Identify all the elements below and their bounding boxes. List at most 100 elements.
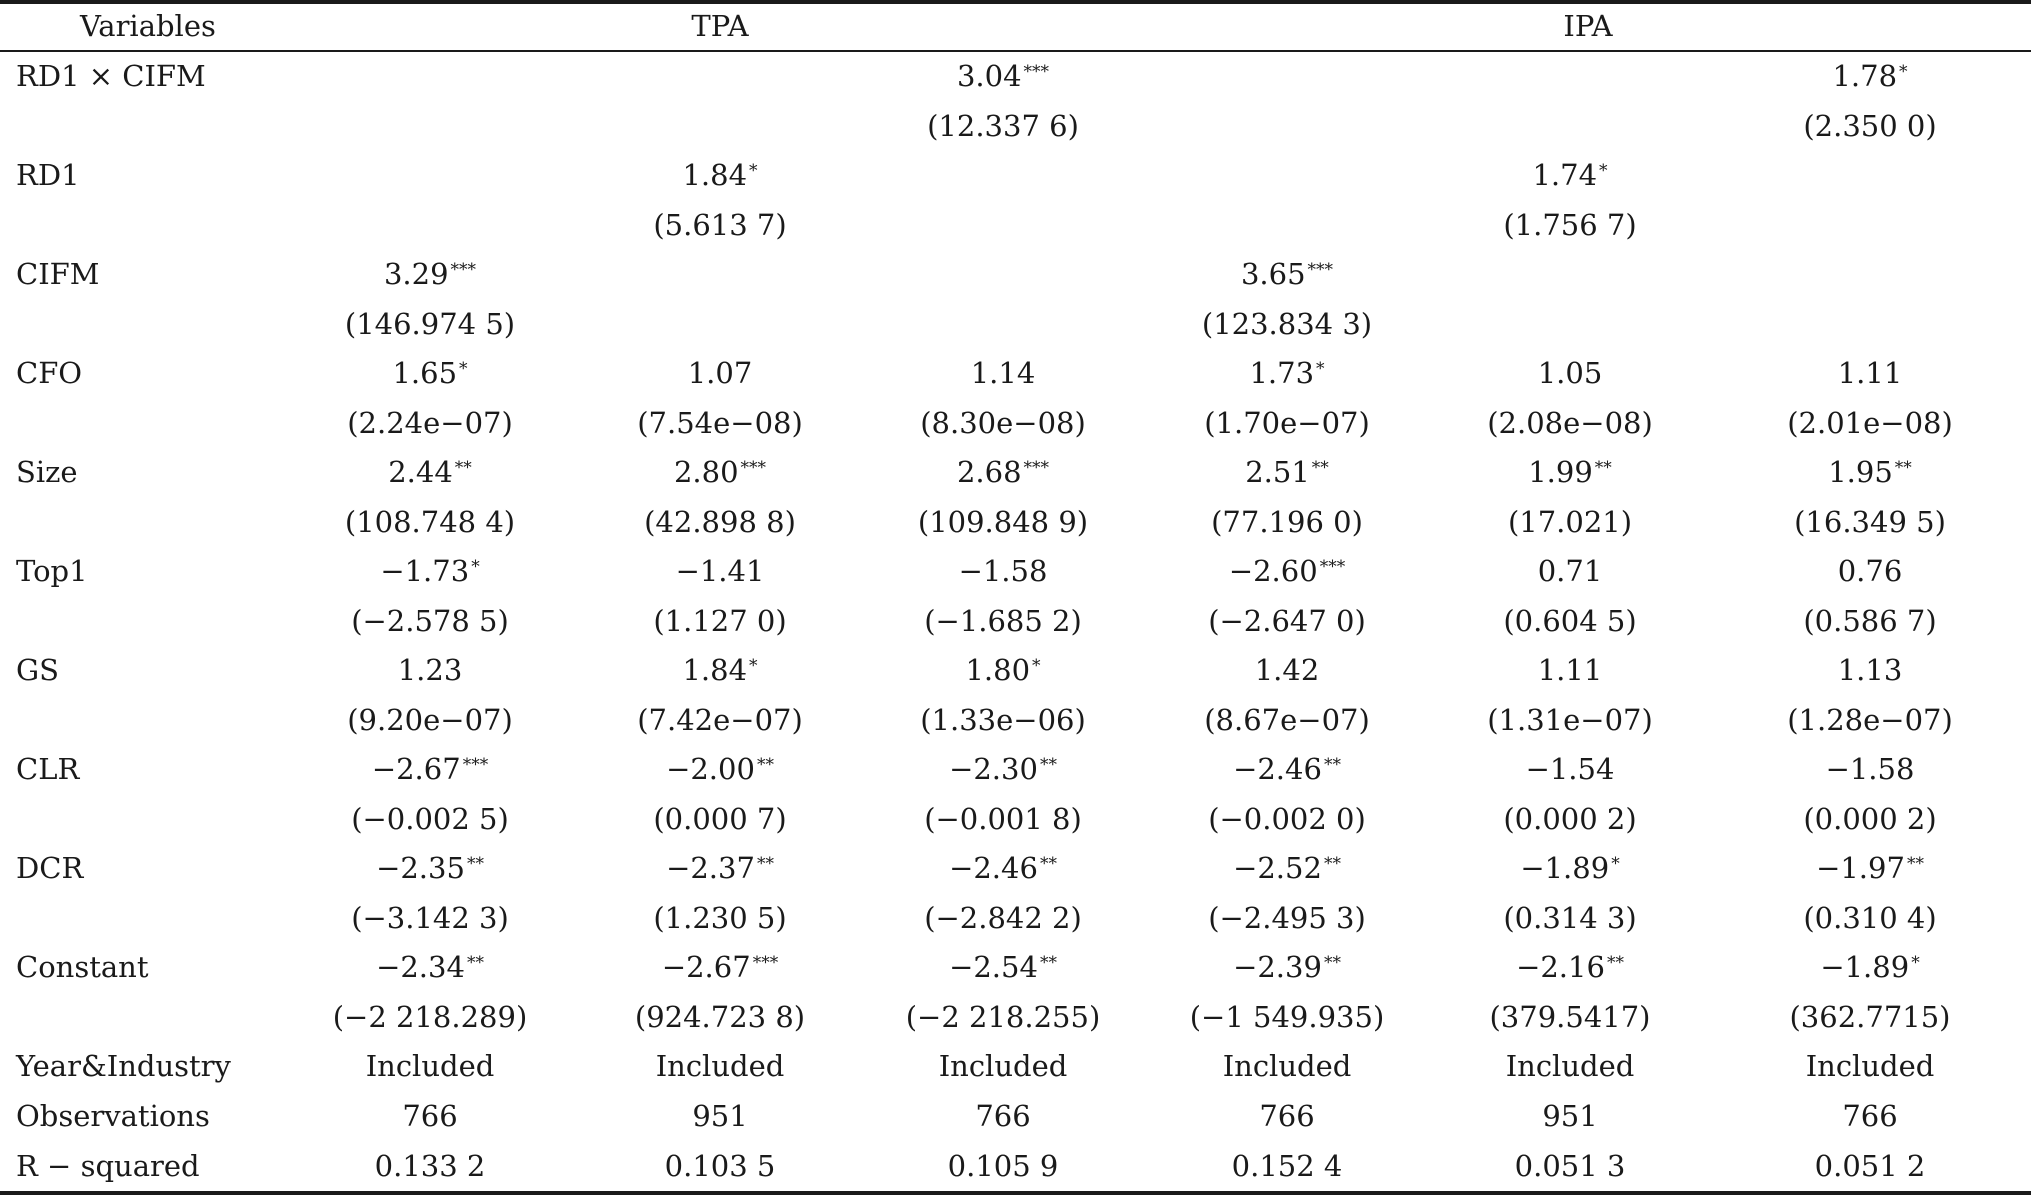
coefficient-cell: 2.51 ** <box>1245 454 1329 490</box>
significance-stars: ** <box>1323 953 1341 973</box>
coefficient-cell: −2.39 ** <box>1233 949 1341 985</box>
statistic-value: (1.230 5) <box>653 901 787 935</box>
statistic-value: (1.70e−07) <box>1204 406 1370 440</box>
statistic-value: (362.7715) <box>1789 1000 1951 1034</box>
statistic-value: (−2.842 2) <box>924 901 1082 935</box>
coefficient-cell: −2.30 ** <box>949 751 1057 787</box>
significance-stars: ** <box>1894 458 1912 478</box>
significance-stars: *** <box>450 260 477 280</box>
coefficient-cell: 1.84 * <box>682 157 757 193</box>
coefficient-value: −2.37 <box>666 851 755 885</box>
coefficient-cell: 0.71 <box>1538 553 1603 589</box>
coefficient-cell: −2.00 ** <box>666 751 774 787</box>
coefficient-value: −2.16 <box>1516 950 1605 984</box>
coefficient-value: 2.51 <box>1245 455 1310 489</box>
footer-value: Included <box>1222 1049 1352 1083</box>
footer-value: Included <box>365 1049 495 1083</box>
footer-value: 0.105 9 <box>947 1149 1059 1183</box>
coefficient-cell: 3.29 *** <box>384 256 476 292</box>
statistic-value: (2.350 0) <box>1803 109 1937 143</box>
coefficient-value: −1.89 <box>1520 851 1610 885</box>
coefficient-value: 3.04 <box>956 59 1022 93</box>
coefficient-cell: −1.58 <box>959 553 1048 589</box>
coefficient-value: 1.84 <box>682 158 748 192</box>
statistic-value: (7.54e−08) <box>637 406 803 440</box>
statistic-value: (0.314 3) <box>1503 901 1637 935</box>
row-label: CLR <box>16 752 80 786</box>
coefficient-value: 2.68 <box>956 455 1022 489</box>
coefficient-cell: −2.35 ** <box>376 850 484 886</box>
coefficient-value: 1.95 <box>1828 455 1893 489</box>
coefficient-value: −2.52 <box>1233 851 1322 885</box>
coefficient-value: 1.11 <box>1537 653 1603 687</box>
footer-value: 0.152 4 <box>1231 1149 1343 1183</box>
statistic-value: (−2 218.255) <box>905 1000 1101 1034</box>
statistic-value: (2.24e−07) <box>347 406 513 440</box>
statistic-value: (379.5417) <box>1489 1000 1651 1034</box>
significance-stars: * <box>1611 854 1620 874</box>
coefficient-value: 1.13 <box>1837 653 1903 687</box>
coefficient-value: 1.65 <box>392 356 458 390</box>
coefficient-cell: 2.44 ** <box>388 454 472 490</box>
coefficient-value: 3.65 <box>1240 257 1306 291</box>
coefficient-value: 2.80 <box>673 455 739 489</box>
row-label: RD1 <box>16 158 80 192</box>
statistic-value: (77.196 0) <box>1211 505 1363 539</box>
significance-stars: ** <box>1323 854 1341 874</box>
row-label: Constant <box>16 950 149 984</box>
coefficient-cell: 1.65 * <box>392 355 467 391</box>
significance-stars: * <box>1911 953 1920 973</box>
coefficient-cell: 1.14 <box>971 355 1036 391</box>
footer-value: 0.051 3 <box>1514 1149 1626 1183</box>
significance-stars: ** <box>1039 953 1057 973</box>
coefficient-value: 1.80 <box>965 653 1031 687</box>
coefficient-value: −1.54 <box>1525 752 1615 786</box>
coefficient-value: −1.89 <box>1820 950 1910 984</box>
statistic-value: (−2.578 5) <box>351 604 509 638</box>
coefficient-cell: 1.23 <box>398 652 463 688</box>
significance-stars: ** <box>466 854 484 874</box>
coefficient-cell: −1.89 * <box>1520 850 1619 886</box>
row-label: CFO <box>16 356 83 390</box>
coefficient-value: 1.11 <box>1837 356 1903 390</box>
coefficient-value: 1.73 <box>1249 356 1315 390</box>
coefficient-cell: 1.11 <box>1538 652 1603 688</box>
significance-stars: *** <box>1023 62 1050 82</box>
coefficient-value: 1.05 <box>1537 356 1603 390</box>
coefficient-value: −1.58 <box>958 554 1048 588</box>
footer-value: Included <box>1805 1049 1935 1083</box>
coefficient-value: −2.46 <box>1233 752 1322 786</box>
coefficient-value: 0.71 <box>1537 554 1603 588</box>
statistic-value: (7.42e−07) <box>637 703 803 737</box>
coefficient-cell: −2.46 ** <box>949 850 1057 886</box>
coefficient-cell: 1.73 * <box>1249 355 1324 391</box>
statistic-value: (−0.002 0) <box>1208 802 1366 836</box>
coefficient-cell: −2.67 *** <box>372 751 488 787</box>
statistic-value: (0.310 4) <box>1803 901 1937 935</box>
coefficient-value: −1.58 <box>1825 752 1915 786</box>
coefficient-cell: 1.99 ** <box>1528 454 1612 490</box>
statistic-value: (146.974 5) <box>344 307 516 341</box>
coefficient-value: −2.30 <box>949 752 1038 786</box>
significance-stars: ** <box>1594 458 1612 478</box>
coefficient-cell: 1.13 <box>1838 652 1903 688</box>
row-label: Size <box>16 455 78 489</box>
coefficient-cell: 2.80 *** <box>674 454 766 490</box>
coefficient-value: 0.76 <box>1837 554 1903 588</box>
coefficient-cell: −2.60 *** <box>1229 553 1345 589</box>
footer-value: 766 <box>1842 1099 1898 1133</box>
significance-stars: * <box>1899 62 1908 82</box>
coefficient-cell: −2.16 ** <box>1516 949 1624 985</box>
coefficient-cell: −2.34 ** <box>376 949 484 985</box>
coefficient-cell: 1.74 * <box>1532 157 1607 193</box>
coefficient-cell: −1.89 * <box>1820 949 1919 985</box>
coefficient-value: −2.39 <box>1233 950 1322 984</box>
footer-value: 766 <box>975 1099 1031 1133</box>
header-rule <box>0 50 2031 52</box>
footer-value: 0.051 2 <box>1814 1149 1926 1183</box>
coefficient-cell: 2.68 *** <box>957 454 1049 490</box>
footer-value: 766 <box>1259 1099 1315 1133</box>
footer-row-label: Year&Industry <box>16 1049 231 1083</box>
coefficient-cell: −2.52 ** <box>1233 850 1341 886</box>
